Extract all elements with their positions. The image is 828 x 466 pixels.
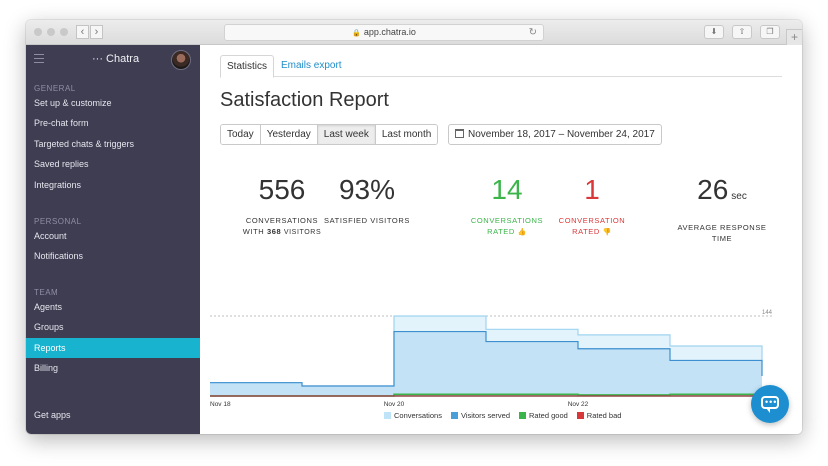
sidebar-item-saved-replies[interactable]: Saved replies [34,159,89,170]
brand-name[interactable]: ··· Chatra [92,53,140,65]
sidebar-item-set-up-customize[interactable]: Set up & customize [34,98,112,108]
x-tick-label: Nov 20 [384,401,405,408]
legend-swatch [450,412,458,419]
thumbs-up-icon: 👍 [517,229,527,236]
sidebar-section-title: TEAM [34,288,59,297]
legend-item[interactable]: Rated good [519,411,568,423]
sidebar: ··· Chatra GENERAL Set up & customize Pre-… [26,45,200,434]
stat-label-suffix: VISITORS [281,229,322,236]
chevron-left-icon[interactable]: ‹ [76,25,89,39]
legend-label: Rated bad [586,411,622,420]
hamburger-menu-icon[interactable] [34,54,44,66]
tab-statistics[interactable]: Statistics [220,55,275,78]
legend-label: Visitors served [460,411,510,420]
reload-icon[interactable]: ↻ [528,27,537,38]
sidebar-item-pre-chat-form[interactable]: Pre-chat form [34,118,89,129]
stat-card: 1 CONVERSATION RATED 👎 [537,175,647,238]
tabs-overview-icon[interactable]: ❐ [760,25,780,39]
zoom-window-icon[interactable] [60,28,68,36]
legend-swatch [576,412,584,419]
tab-bar: Statistics Emails export [220,55,782,78]
range-last-week-button[interactable]: Last week [317,125,376,144]
sidebar-section-title: PERSONAL [34,217,82,226]
chart-legend: Conversations Visitors served Rated good Ra… [384,411,621,423]
chat-dots-icon: ••• [765,397,778,407]
stat-label: AVERAGE RESPONSE TIME [677,223,767,243]
range-yesterday-button[interactable]: Yesterday [260,125,318,144]
stat-value: 1 [584,174,600,205]
sidebar-item-agents[interactable]: Agents [34,302,63,312]
x-tick-label: Nov 18 [210,401,231,408]
main-content: Statistics Emails export Satisfaction Re… [200,45,802,434]
stat-card: 93% SATISFIED VISITORS [312,175,422,226]
stat-card: 556 CONVERSATIONS WITH 368 VISITORS [227,175,337,238]
stat-card: 14 CONVERSATIONS RATED 👍 [452,175,562,238]
sidebar-section-title: GENERAL [34,84,76,93]
new-tab-icon[interactable]: + [786,29,802,45]
lock-icon: 🔒 [352,30,361,37]
series-line-visitors-served [210,330,763,387]
x-tick-label: Nov 22 [568,401,589,408]
legend-swatch [519,412,526,419]
stat-value: 93% [338,174,396,205]
share-icon[interactable]: ⇧ [732,25,752,39]
address-bar[interactable]: 🔒 app.chatra.io ↻ [224,24,544,41]
sidebar-item-billing[interactable]: Billing [34,363,59,374]
sidebar-item-notifications[interactable]: Notifications [34,251,84,262]
sidebar-item-integrations[interactable]: Integrations [34,179,82,190]
sidebar-item-groups[interactable]: Groups [34,322,64,333]
date-range-text: November 18, 2017 – November 24, 2017 [468,129,655,140]
series-area-visitors-served [210,331,762,396]
range-today-button[interactable]: Today [221,125,261,144]
stat-label: CONVERSATIONS RATED 👍 [470,216,544,236]
legend-item[interactable]: Rated bad [576,411,622,423]
thumbs-down-icon: 👎 [602,229,612,236]
sidebar-header: ··· Chatra [26,45,200,75]
chevron-right-icon[interactable]: › [90,25,103,39]
reference-line-label: 144 [762,310,773,316]
stat-value: 14 [491,174,523,205]
date-range-picker[interactable]: November 18, 2017 – November 24, 2017 [448,124,662,145]
legend-swatch [384,412,391,419]
legend-item[interactable]: Visitors served [450,411,510,423]
url-text: app.chatra.io [363,27,416,37]
sidebar-item-get-apps[interactable]: Get apps [34,410,71,420]
sidebar-item-account[interactable]: Account [34,231,67,241]
sidebar-item-targeted-chats-triggers[interactable]: Targeted chats & triggers [34,138,135,149]
stat-unit: sec [731,191,747,202]
stat-label: CONVERSATION RATED 👎 [558,216,626,236]
stat-label: CONVERSATIONS WITH 368 VISITORS [242,216,322,236]
legend-label: Rated good [529,411,568,420]
minimize-window-icon[interactable] [47,28,55,36]
stat-value: 26 sec [697,174,747,205]
calendar-icon [455,129,464,138]
range-last-month-button[interactable]: Last month [375,125,438,144]
avatar[interactable] [171,50,191,70]
tab-emails-export[interactable]: Emails export [281,60,342,71]
legend-label: Conversations [394,411,442,420]
download-icon[interactable]: ⬇ [704,25,724,39]
sidebar-item-reports[interactable]: Reports [26,337,200,358]
page-title: Satisfaction Report [220,89,389,111]
stat-card: 26 sec AVERAGE RESPONSE TIME [667,175,777,244]
close-window-icon[interactable] [34,28,42,36]
legend-item[interactable]: Conversations [384,411,442,423]
stat-value: 556 [258,174,306,205]
chat-widget-button[interactable]: ••• [751,385,789,423]
range-button-group: Today Yesterday Last week Last month [220,124,439,145]
browser-titlebar: ‹ › 🔒 app.chatra.io ↻ ⬇ ⇧ ❐ + [26,20,802,45]
chat-bubble-icon [761,396,779,413]
browser-window: ‹ › 🔒 app.chatra.io ↻ ⬇ ⇧ ❐ + ··· Chatra … [26,20,802,434]
stat-label: SATISFIED VISITORS [324,216,410,225]
